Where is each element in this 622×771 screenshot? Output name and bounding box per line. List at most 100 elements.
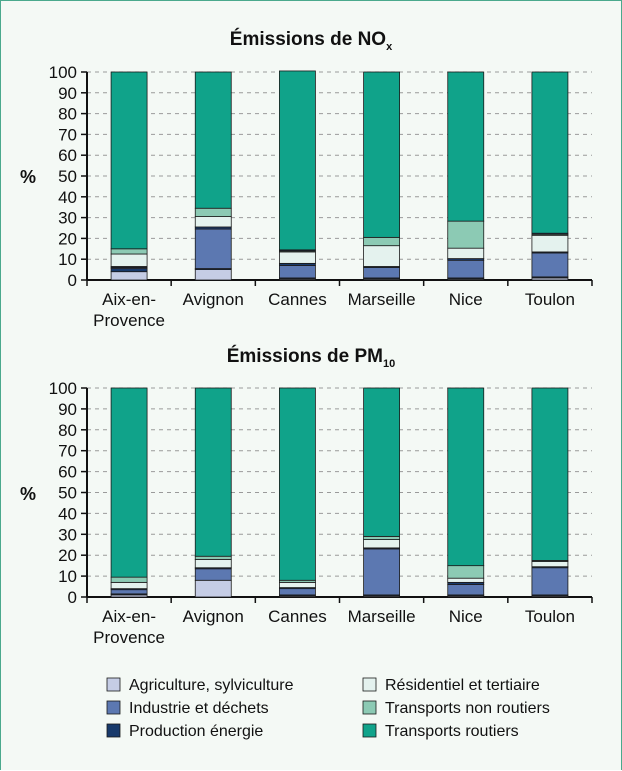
x-tick-label: Avignon [183, 290, 244, 309]
bar-segment [194, 71, 232, 209]
legend-swatch [106, 700, 121, 715]
y-tick-label: 100 [49, 379, 77, 398]
bar-segment [363, 535, 400, 540]
bar-segment [279, 70, 316, 251]
bar-segment [531, 387, 569, 561]
bar-segment [110, 576, 148, 583]
chart-title: Émissions de NOx [230, 28, 393, 53]
chart-2: Émissions de PM10%0102030405060708090100… [20, 345, 593, 647]
bar-segment [194, 228, 232, 269]
y-tick-label: 70 [58, 442, 77, 461]
x-tick-label: Nice [449, 290, 483, 309]
bar-segment [194, 579, 232, 598]
y-axis-label: % [20, 484, 36, 504]
x-tick-label: Marseille [348, 607, 416, 626]
y-tick-label: 90 [58, 400, 77, 419]
bar-segment [279, 265, 316, 279]
chart-title-subscript: 10 [383, 358, 395, 370]
y-tick-label: 50 [58, 484, 77, 503]
legend: Agriculture, sylviculture Industrie et dé… [106, 677, 550, 740]
y-tick-label: 90 [58, 84, 77, 103]
y-tick-label: 60 [58, 146, 77, 165]
bar-segment [110, 581, 148, 590]
legend-swatch [106, 723, 121, 738]
bar-segment [363, 387, 400, 537]
bar-segment [363, 267, 400, 279]
chart-1: Émissions de NOx%0102030405060708090100A… [20, 28, 593, 330]
y-tick-label: 50 [58, 167, 77, 186]
bar-segment [447, 71, 485, 222]
chart-title-main: Émissions de PM [227, 345, 383, 367]
y-tick-label: 40 [58, 188, 77, 207]
x-tick-label: Nice [449, 607, 483, 626]
y-tick-label: 10 [58, 250, 77, 269]
legend-label: Résidentiel et tertiaire [385, 677, 540, 694]
y-tick-label: 30 [58, 209, 77, 228]
legend-label: Industrie et déchets [129, 700, 269, 717]
bar-segment [447, 577, 485, 583]
bar-segment [447, 387, 485, 567]
bar-segment [110, 253, 148, 267]
bar-segment [447, 565, 485, 579]
bar-segment [194, 558, 232, 569]
y-tick-label: 70 [58, 125, 77, 144]
bar-segment [531, 71, 569, 234]
bar-segment [363, 548, 400, 596]
x-tick-label: Marseille [348, 290, 416, 309]
y-tick-label: 60 [58, 463, 77, 482]
chart-title-subscript: x [386, 41, 393, 53]
bar-segment [194, 568, 232, 581]
x-tick-label: Aix-en- [102, 607, 156, 626]
bar-segment [531, 252, 569, 278]
bar-segment [194, 555, 232, 560]
bar-segment [194, 269, 232, 281]
x-tick-label: Provence [93, 311, 165, 330]
bar-segment [531, 567, 569, 596]
x-tick-label: Cannes [268, 607, 327, 626]
bar-segment [447, 247, 485, 259]
bar-segment [110, 71, 148, 250]
bar-segment [279, 387, 316, 581]
legend-label: Agriculture, sylviculture [129, 677, 294, 694]
x-tick-label: Toulon [525, 290, 575, 309]
bar-segment [447, 259, 485, 279]
y-tick-label: 40 [58, 504, 77, 523]
bar-segment [363, 245, 400, 267]
legend-swatch [362, 700, 377, 715]
y-tick-label: 30 [58, 525, 77, 544]
legend-swatch [362, 723, 377, 738]
y-tick-label: 100 [49, 63, 77, 82]
bar-segment [447, 220, 485, 249]
legend-label: Transports non routiers [385, 700, 550, 717]
bar-segment [194, 207, 232, 217]
x-tick-label: Aix-en- [102, 290, 156, 309]
y-tick-label: 80 [58, 105, 77, 124]
y-tick-label: 10 [58, 567, 77, 586]
bar-segment [279, 581, 316, 588]
bar-segment [110, 589, 148, 595]
bar-segment [363, 539, 400, 549]
y-tick-label: 0 [68, 271, 77, 290]
bar-segment [194, 387, 232, 557]
bar-segment [363, 236, 400, 247]
y-tick-label: 20 [58, 229, 77, 248]
bar-segment [110, 268, 148, 273]
x-tick-label: Avignon [183, 607, 244, 626]
bar-segment [279, 588, 316, 596]
y-tick-label: 0 [68, 588, 77, 607]
x-tick-label: Toulon [525, 607, 575, 626]
bar-segment [110, 248, 148, 255]
legend-swatch [106, 677, 121, 692]
bar-segment [531, 561, 569, 568]
bar-segment [363, 71, 400, 238]
bar-segment [279, 251, 316, 264]
legend-label: Transports routiers [385, 723, 519, 740]
bar-segment [110, 271, 148, 281]
legend-label: Production énergie [129, 723, 263, 740]
legend-swatch [362, 677, 377, 692]
x-tick-label: Provence [93, 628, 165, 647]
y-tick-label: 20 [58, 546, 77, 565]
chart-title: Émissions de PM10 [227, 345, 396, 370]
bar-segment [110, 387, 148, 578]
